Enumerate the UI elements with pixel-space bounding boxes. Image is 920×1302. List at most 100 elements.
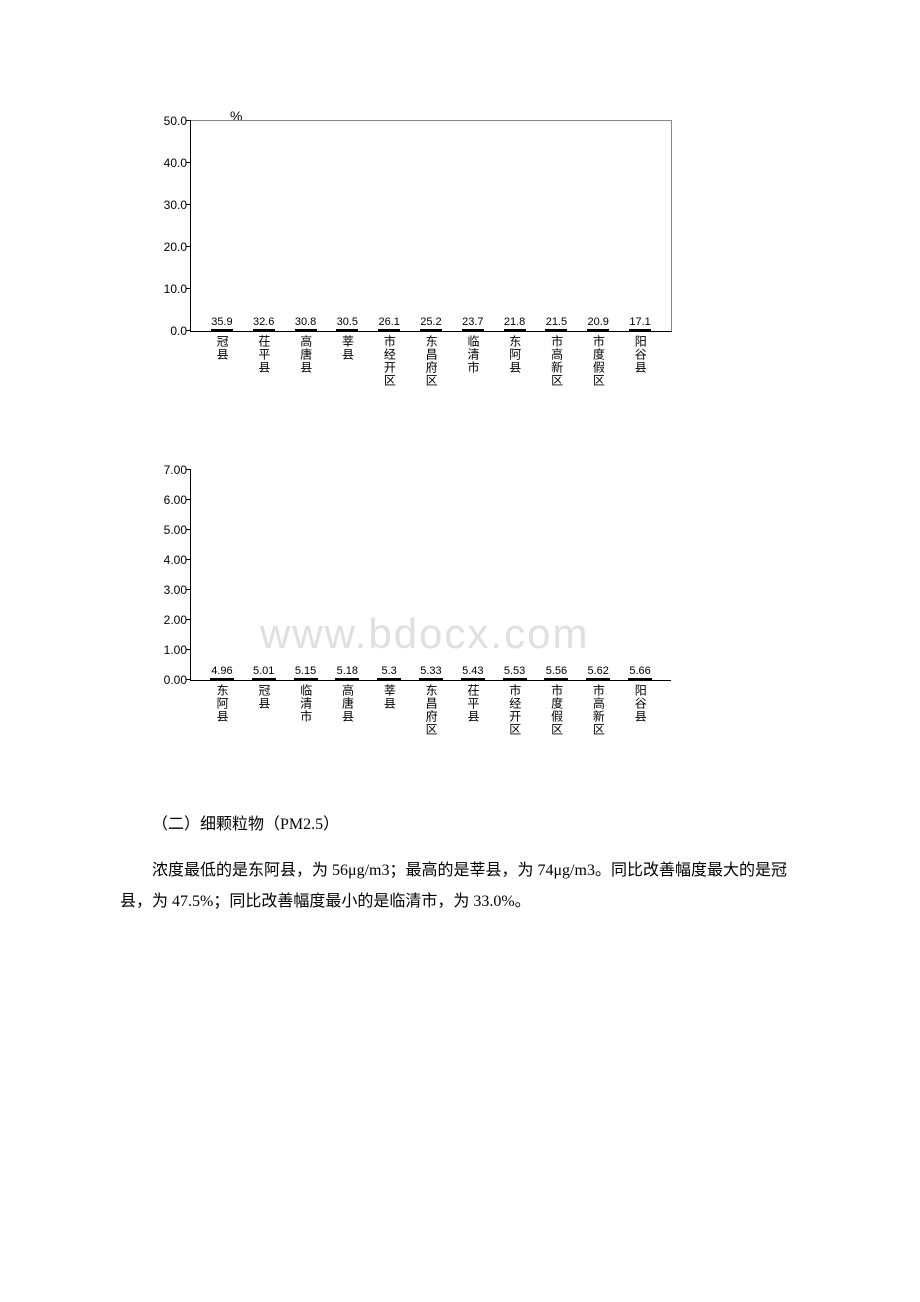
chart2-bar: 5.01: [252, 678, 276, 680]
section-title: （二）细颗粒物（PM2.5）: [120, 810, 800, 840]
chart1-ytick: 40.0: [164, 156, 191, 170]
chart1-bar: 32.6: [253, 329, 275, 331]
chart2-xlabel: 阳谷县: [633, 684, 647, 723]
chart2-bar: 5.43: [461, 678, 485, 680]
chart2-xlabel: 高唐县: [340, 684, 354, 723]
chart2-xlabel: 茌平县: [466, 684, 480, 723]
chart2-bars: 4.96 5.01 5.15 5.18 5.3 5.33 5.43 5.53 5.56 5.62 5…: [191, 470, 671, 680]
chart1-bar: 20.9: [587, 329, 609, 331]
chart2-ytick: 3.00: [164, 583, 191, 597]
chart2-bar-slot: 5.56: [536, 678, 578, 680]
chart2-xlabel: 市高新区: [591, 684, 605, 736]
chart1-xlabel: 阳谷县: [633, 335, 647, 374]
chart2-bar-slot: 5.3: [368, 678, 410, 680]
chart2-xlabels: 东阿县冠县临清市高唐县莘县东昌府区茌平县市经开区市度假区市高新区阳谷县: [191, 684, 671, 741]
chart2-bar-slot: 5.15: [285, 678, 327, 680]
chart1-bar-slot: 26.1: [368, 329, 410, 331]
chart2-bar-value: 5.62: [588, 665, 609, 677]
chart2-bar-slot: 5.33: [410, 678, 452, 680]
chart2-bar: 5.18: [335, 678, 359, 680]
chart1-bar-value: 35.9: [211, 316, 232, 328]
chart2-bar-slot: 5.62: [577, 678, 619, 680]
chart2-ytick: 2.00: [164, 613, 191, 627]
chart2-plot-area: 0.00 1.00 2.00 3.00 4.00 5.00 6.00 7.00 …: [190, 470, 671, 681]
chart2-xlabel: 冠县: [257, 684, 271, 710]
chart2-bar: 4.96: [210, 678, 234, 680]
chart2-bar-slot: 5.53: [494, 678, 536, 680]
chart1-xlabel: 市度假区: [591, 335, 605, 387]
chart-improvement-percent: % 0.0 10.0 20.0 30.0 40.0 50.0 35.932.63…: [140, 100, 680, 420]
chart2-bar-value: 5.15: [295, 665, 316, 677]
chart1-bar-value: 26.1: [378, 316, 399, 328]
chart1-bar: 21.8: [504, 329, 526, 331]
chart1-bars: 35.9 32.6 30.8 30.5 26.1 25.2 23.7 21.8 21.5 20.9…: [191, 121, 671, 331]
chart2-bar: 5.53: [503, 678, 527, 680]
chart2-bar-value: 5.18: [337, 665, 358, 677]
chart2-bar-value: 5.33: [420, 665, 441, 677]
chart1-bar-slot: 30.8: [285, 329, 327, 331]
chart1-xlabel: 东昌府区: [424, 335, 438, 387]
chart2-bar-value: 5.66: [629, 665, 650, 677]
chart2-xlabel: 市度假区: [549, 684, 563, 736]
chart2-bar-slot: 5.01: [243, 678, 285, 680]
chart2-bar-value: 5.43: [462, 665, 483, 677]
chart1-ytick: 30.0: [164, 198, 191, 212]
chart1-bar: 30.8: [295, 329, 317, 331]
chart1-bar-value: 30.5: [337, 316, 358, 328]
chart1-bar-value: 21.5: [546, 316, 567, 328]
chart1-bar-value: 20.9: [588, 316, 609, 328]
chart2-ytick: 7.00: [164, 463, 191, 477]
chart2-bar: 5.33: [419, 678, 443, 680]
chart1-bar-slot: 32.6: [243, 329, 285, 331]
chart1-bar-value: 30.8: [295, 316, 316, 328]
chart2-bar-value: 5.56: [546, 665, 567, 677]
chart2-bar-slot: 4.96: [201, 678, 243, 680]
chart1-ytick: 20.0: [164, 240, 191, 254]
chart1-ytick: 10.0: [164, 282, 191, 296]
chart1-bar-slot: 21.8: [494, 329, 536, 331]
chart1-xlabel: 茌平县: [257, 335, 271, 374]
chart1-bar: 30.5: [336, 329, 358, 331]
chart2-bar: 5.15: [294, 678, 318, 680]
chart2-ytick: 0.00: [164, 673, 191, 687]
chart-concentration: www.bdocx.com 0.00 1.00 2.00 3.00 4.00 5…: [140, 460, 680, 770]
chart1-bar: 23.7: [462, 329, 484, 331]
chart1-bar: 25.2: [420, 329, 442, 331]
chart1-xlabel: 冠县: [215, 335, 229, 361]
chart1-bar: 35.9: [211, 329, 233, 331]
chart2-bar-value: 5.01: [253, 665, 274, 677]
chart2-ytick: 4.00: [164, 553, 191, 567]
chart1-xlabel: 市经开区: [382, 335, 396, 387]
chart1-xlabel: 市高新区: [549, 335, 563, 387]
chart2-bar-value: 5.53: [504, 665, 525, 677]
chart1-bar-value: 25.2: [420, 316, 441, 328]
chart1-xlabel: 东阿县: [507, 335, 521, 374]
chart2-xlabel: 莘县: [382, 684, 396, 710]
chart2-xlabel: 市经开区: [507, 684, 521, 736]
chart1-xlabels: 冠县茌平县高唐县莘县市经开区东昌府区临清市东阿县市高新区市度假区阳谷县: [191, 335, 671, 392]
chart2-bar: 5.56: [544, 678, 568, 680]
chart1-bar-value: 21.8: [504, 316, 525, 328]
chart1-bar-slot: 30.5: [326, 329, 368, 331]
chart2-xlabel: 东阿县: [215, 684, 229, 723]
chart2-bar: 5.66: [628, 678, 652, 680]
chart1-ytick: 50.0: [164, 114, 191, 128]
paragraph: 浓度最低的是东阿县，为 56μg/m3；最高的是莘县，为 74μg/m3。同比改…: [120, 856, 800, 917]
chart1-bar: 17.1: [629, 329, 651, 331]
chart1-bar-value: 17.1: [629, 316, 650, 328]
chart1-ytick: 0.0: [170, 324, 191, 338]
chart1-bar-slot: 20.9: [577, 329, 619, 331]
chart1-plot-area: 0.0 10.0 20.0 30.0 40.0 50.0 35.932.630.…: [190, 120, 672, 332]
chart2-bar-slot: 5.66: [619, 678, 661, 680]
chart1-bar-value: 32.6: [253, 316, 274, 328]
chart2-xlabel: 东昌府区: [424, 684, 438, 736]
chart1-bar-slot: 23.7: [452, 329, 494, 331]
chart2-ytick: 5.00: [164, 523, 191, 537]
chart2-bar: 5.3: [377, 678, 401, 680]
chart2-bar-slot: 5.18: [326, 678, 368, 680]
chart1-xlabel: 莘县: [340, 335, 354, 361]
chart1-bar-value: 23.7: [462, 316, 483, 328]
chart2-bar: 5.62: [586, 678, 610, 680]
chart1-bar: 21.5: [545, 329, 567, 331]
chart2-bar-value: 4.96: [211, 665, 232, 677]
